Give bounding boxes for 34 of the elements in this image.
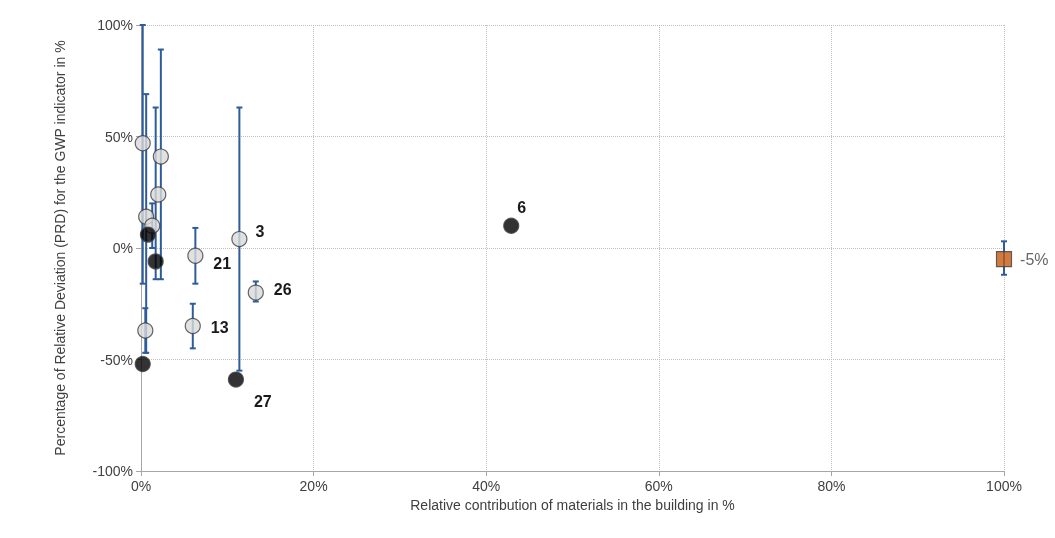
point <box>184 317 201 335</box>
annotation: 21 <box>213 255 232 273</box>
y-tick-label: -50% <box>100 351 133 368</box>
x-tick-label: 40% <box>472 478 501 494</box>
y-tick-label: 0% <box>112 240 133 256</box>
x-axis-title: Relative contribution of materials in the building in % <box>410 496 735 513</box>
y-axis-title: Percentage of Relative Deviation (PRD) for the GWP indicator in % <box>52 40 68 456</box>
annotation: 3 <box>255 222 265 240</box>
data-label: -5% <box>1020 250 1049 268</box>
point <box>139 226 156 243</box>
point <box>187 247 204 264</box>
annotation: 27 <box>253 393 272 411</box>
x-tick-label: 0% <box>130 478 152 494</box>
x-tick-label: 20% <box>299 478 328 494</box>
annotation: 6 <box>517 199 527 217</box>
point <box>227 371 245 388</box>
y-tick-label: 50% <box>104 128 133 145</box>
point <box>247 284 264 301</box>
y-tick-label: -100% <box>92 463 133 479</box>
point <box>152 148 169 165</box>
point <box>134 135 151 152</box>
point <box>150 186 167 203</box>
annotation: 26 <box>273 281 292 299</box>
y-tick-label: 100% <box>97 17 133 33</box>
point <box>231 230 248 248</box>
x-tick-label: 60% <box>644 478 673 494</box>
point <box>503 217 520 234</box>
point <box>995 251 1013 268</box>
x-tick-label: 100% <box>986 478 1022 494</box>
point <box>137 322 154 339</box>
x-tick-label: 80% <box>817 478 846 494</box>
annotation: 13 <box>210 318 229 336</box>
point <box>134 355 151 373</box>
point <box>147 253 164 270</box>
